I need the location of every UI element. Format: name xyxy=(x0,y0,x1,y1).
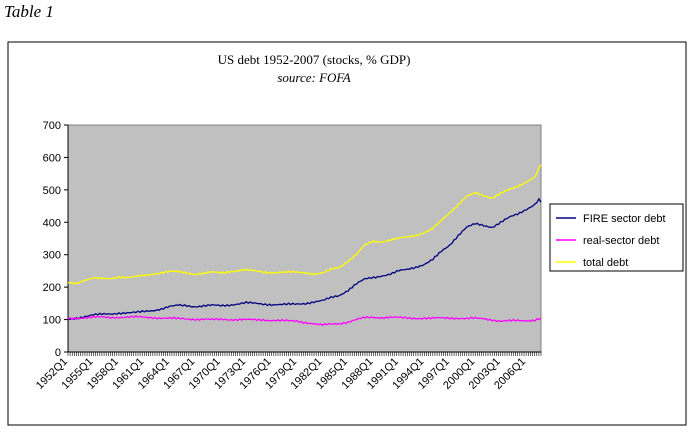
series-line-real-sector-debt xyxy=(67,315,542,327)
y-tick-label: 100 xyxy=(43,315,61,327)
y-axis: 0 100 200 300 400 500 600 700 xyxy=(43,120,69,359)
legend-label: total debt xyxy=(583,257,628,269)
legend-label: FIRE sector debt xyxy=(583,213,666,225)
legend xyxy=(549,203,684,272)
legend-label: real-sector debt xyxy=(583,235,659,247)
chart-title: US debt 1952-2007 (stocks, % GDP) xyxy=(218,52,411,67)
chart-subtitle: source: FOFA xyxy=(277,70,350,85)
series-line-fire-sector-debt xyxy=(67,197,542,321)
y-tick-label: 0 xyxy=(55,347,61,359)
y-tick-label: 300 xyxy=(43,250,61,262)
y-tick-label: 400 xyxy=(43,217,61,229)
y-tick-label: 500 xyxy=(43,185,61,197)
y-tick-label: 600 xyxy=(43,152,61,164)
y-tick-label: 200 xyxy=(43,282,61,294)
plot-area xyxy=(67,124,542,353)
series-layer xyxy=(67,164,542,327)
legend-items: FIRE sector debt real-sector debt total de… xyxy=(556,213,666,269)
series-line-total-debt xyxy=(67,164,542,285)
y-tick-label: 700 xyxy=(43,120,61,132)
table-caption: Table 1 xyxy=(4,2,54,21)
